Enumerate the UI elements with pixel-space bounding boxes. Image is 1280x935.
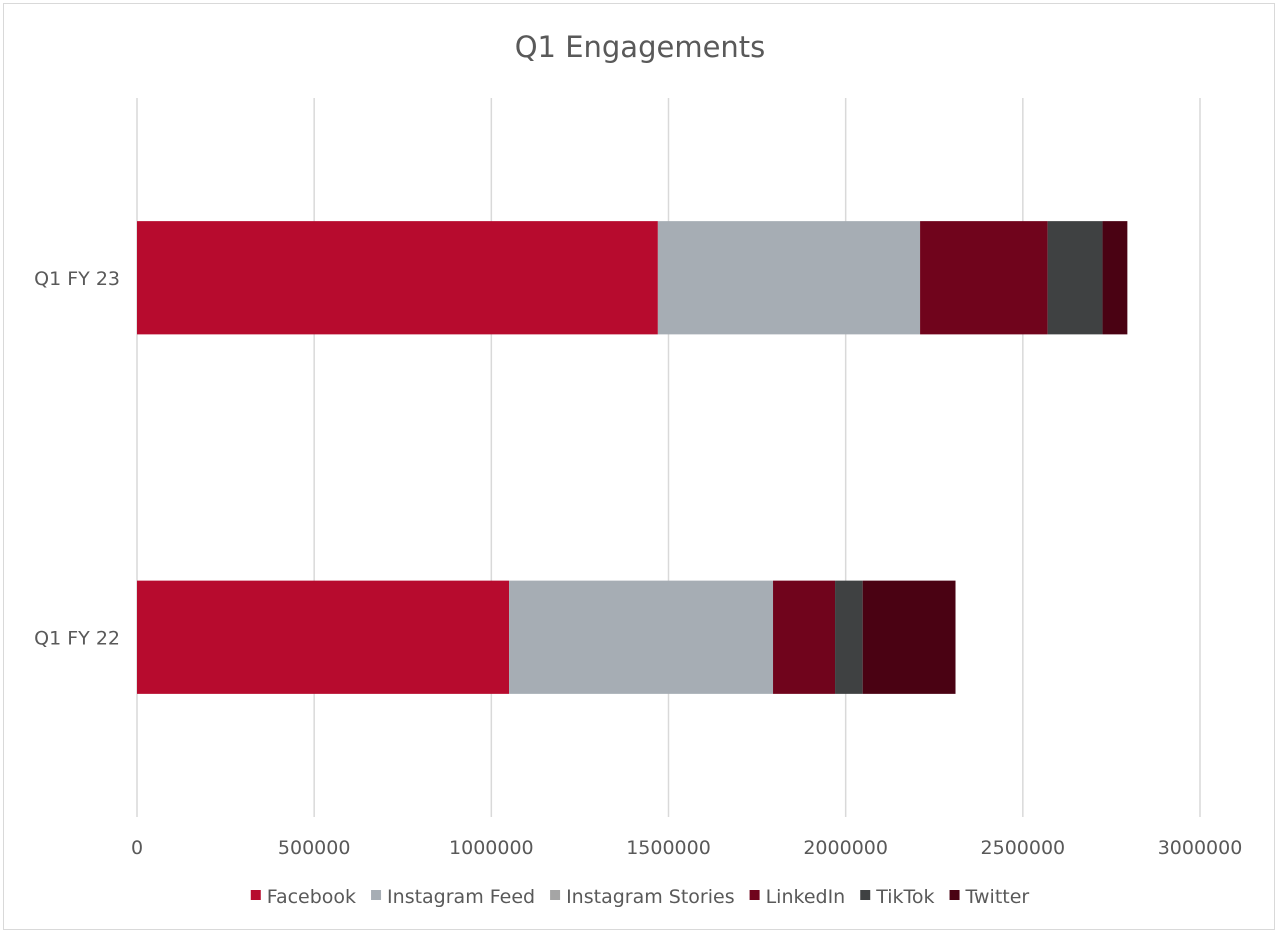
legend-label: TikTok: [875, 886, 934, 908]
legend-swatch: [550, 890, 561, 900]
legend-swatch: [371, 890, 382, 900]
y-axis-ticks: Q1 FY 23 Q1 FY 22: [34, 268, 120, 650]
bar-linkedin-0: [920, 221, 1048, 335]
y-tick-label: Q1 FY 22: [34, 627, 120, 649]
chart-frame: [3, 3, 1275, 930]
x-tick-label: 0: [131, 837, 143, 859]
x-tick-label: 2000000: [803, 837, 888, 859]
legend-swatch: [949, 890, 960, 900]
y-tick-label: Q1 FY 23: [34, 268, 120, 290]
legend-label: Twitter: [965, 886, 1030, 908]
legend-label: Instagram Stories: [566, 886, 735, 908]
legend-label: LinkedIn: [766, 886, 846, 908]
x-tick-label: 3000000: [1158, 837, 1243, 859]
legend-label: Facebook: [267, 886, 356, 908]
legend-swatch: [749, 890, 760, 900]
chart-title: Q1 Engagements: [515, 30, 766, 64]
bar-twitter-0: [1102, 221, 1128, 335]
bar-twitter-1: [862, 580, 956, 694]
legend-item-linkedin: LinkedIn: [749, 886, 846, 908]
legend-item-instagram-feed: Instagram Feed: [371, 886, 535, 908]
legend-item-instagram-stories: Instagram Stories: [550, 886, 735, 908]
bars: [137, 221, 1128, 694]
bar-facebook-0: [137, 221, 658, 335]
legend-swatch: [250, 890, 261, 900]
legend-item-tiktok: TikTok: [860, 886, 935, 908]
x-tick-label: 1500000: [626, 837, 711, 859]
legend-item-facebook: Facebook: [250, 886, 356, 908]
bar-tiktok-0: [1047, 221, 1103, 335]
bar-linkedin-1: [773, 580, 836, 694]
legend-label: Instagram Feed: [387, 886, 535, 908]
legend-item-twitter: Twitter: [949, 886, 1030, 908]
x-tick-label: 1000000: [449, 837, 534, 859]
x-tick-label: 500000: [278, 837, 351, 859]
x-tick-label: 2500000: [981, 837, 1066, 859]
bar-instagram-feed-1: [509, 580, 774, 694]
bar-instagram-feed-0: [657, 221, 921, 335]
legend: Facebook Instagram Feed Instagram Stories L…: [250, 886, 1030, 908]
bar-facebook-1: [137, 580, 510, 694]
x-axis-ticks: 0 500000 1000000 1500000 2000000 2500000 30000…: [131, 837, 1242, 859]
gridlines: [136, 98, 1201, 817]
bar-tiktok-1: [835, 580, 863, 694]
legend-swatch: [860, 890, 871, 900]
